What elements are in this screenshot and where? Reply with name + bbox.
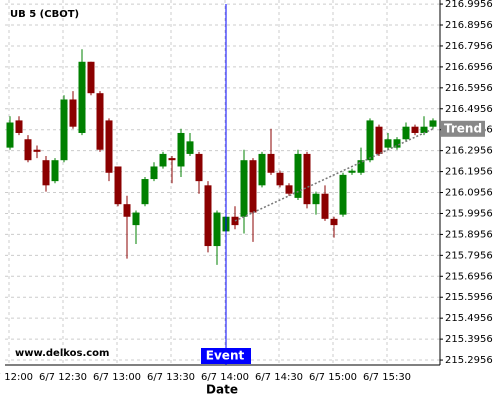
candle-body bbox=[429, 120, 437, 127]
candle-body bbox=[420, 126, 428, 133]
candle-body bbox=[96, 93, 104, 150]
trend-line bbox=[234, 128, 434, 222]
candle-body bbox=[366, 120, 374, 161]
y-tick-label: 215.4956 bbox=[445, 313, 493, 324]
candle-body bbox=[357, 160, 365, 173]
candle-body bbox=[159, 153, 167, 167]
y-tick-label: 216.9956 bbox=[445, 0, 493, 10]
candle-body bbox=[321, 193, 329, 219]
y-tick-label: 216.6956 bbox=[445, 62, 493, 73]
candle-body bbox=[402, 126, 410, 140]
candle-body bbox=[177, 132, 185, 167]
candle-body bbox=[267, 153, 275, 173]
candle-body bbox=[51, 160, 59, 182]
candle-body bbox=[312, 193, 320, 205]
y-tick-label: 216.5956 bbox=[445, 83, 493, 94]
y-tick-label: 216.7956 bbox=[445, 41, 493, 52]
candle-body bbox=[249, 160, 257, 213]
y-tick-label: 216.8956 bbox=[445, 20, 493, 31]
candle-body bbox=[330, 218, 338, 226]
y-tick-label: 215.2956 bbox=[445, 355, 493, 366]
y-tick-label: 215.3956 bbox=[445, 334, 493, 345]
x-tick-label: 6/7 14:30 bbox=[255, 372, 303, 383]
candle-body bbox=[78, 61, 86, 133]
candle-body bbox=[240, 160, 248, 217]
candle-body bbox=[195, 153, 203, 182]
candle-body bbox=[231, 216, 239, 226]
candle-body bbox=[105, 120, 113, 173]
candle-body bbox=[150, 166, 158, 180]
candle-body bbox=[42, 160, 50, 186]
trend-label-bg bbox=[441, 120, 485, 137]
candle-body bbox=[132, 212, 140, 226]
y-tick-label: 215.5956 bbox=[445, 292, 493, 303]
x-tick-label: 6/7 12:00 bbox=[0, 372, 33, 383]
candle-body bbox=[204, 185, 212, 247]
candle-body bbox=[339, 174, 347, 215]
trend-label: Trend bbox=[444, 121, 482, 135]
candle-body bbox=[6, 122, 14, 148]
x-tick-label: 6/7 12:30 bbox=[39, 372, 87, 383]
candle-body bbox=[24, 139, 32, 161]
candle-body bbox=[213, 212, 221, 247]
y-tick-label: 216.0956 bbox=[445, 188, 493, 199]
x-tick-label: 6/7 15:00 bbox=[309, 372, 357, 383]
y-tick-label: 215.7956 bbox=[445, 250, 493, 261]
candle-body bbox=[393, 139, 401, 148]
event-label: Event bbox=[206, 349, 245, 363]
candle-body bbox=[87, 61, 95, 94]
y-tick-label: 216.4956 bbox=[445, 104, 493, 115]
candle-body bbox=[186, 141, 194, 154]
candle-body bbox=[348, 170, 356, 173]
chart-title: UB 5 (CBOT) bbox=[10, 9, 79, 20]
y-tick-label: 216.1956 bbox=[445, 167, 493, 178]
y-tick-label: 215.8956 bbox=[445, 229, 493, 240]
candle-body bbox=[141, 179, 149, 205]
y-tick-label: 215.6956 bbox=[445, 271, 493, 282]
candle-body bbox=[276, 172, 284, 186]
event-label-bg bbox=[201, 348, 251, 364]
candle-body bbox=[60, 99, 68, 161]
candle-body bbox=[384, 139, 392, 148]
candle-body bbox=[123, 204, 131, 217]
watermark: www.delkos.com bbox=[15, 348, 109, 359]
x-tick-label: 6/7 13:30 bbox=[147, 372, 195, 383]
candle-body bbox=[15, 120, 23, 133]
x-tick-label: 6/7 14:00 bbox=[201, 372, 249, 383]
candle-body bbox=[114, 166, 122, 205]
candle-body bbox=[168, 158, 176, 161]
x-tick-label: 6/7 13:00 bbox=[93, 372, 141, 383]
y-tick-label: 216.2956 bbox=[445, 146, 493, 157]
x-tick-label: 6/7 15:30 bbox=[363, 372, 411, 383]
y-tick-label: 215.9956 bbox=[445, 208, 493, 219]
candle-body bbox=[285, 185, 293, 194]
candle-body bbox=[411, 126, 419, 133]
candle-body bbox=[69, 99, 77, 127]
candle-body bbox=[33, 149, 41, 152]
candle-body bbox=[303, 153, 311, 205]
candle-body bbox=[294, 153, 302, 198]
x-axis-label: Date bbox=[206, 383, 238, 397]
candle-body bbox=[375, 126, 383, 154]
candle-body bbox=[258, 153, 266, 186]
